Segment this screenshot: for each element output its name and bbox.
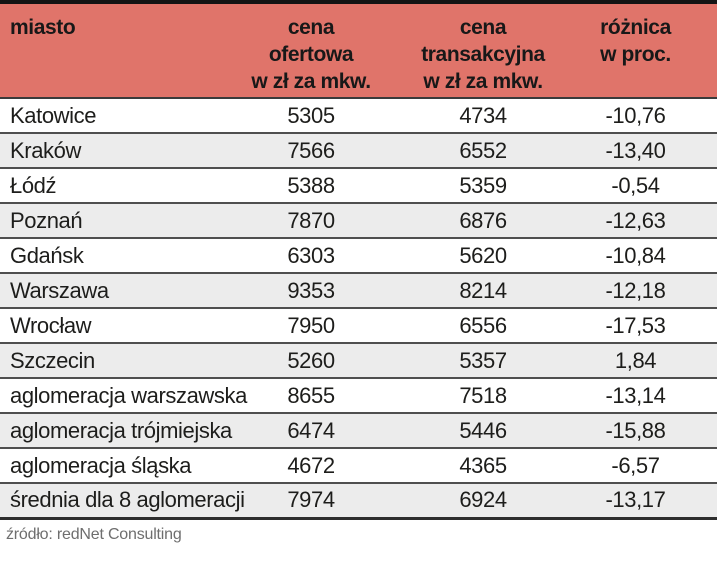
transaction-price-cell: 6552: [390, 133, 576, 169]
col-header-cena-transakcyjna: cena transakcyjna w zł za mkw.: [390, 2, 576, 99]
table-header: miasto cena ofertowa w zł za mkw. cena t…: [0, 2, 717, 99]
offer-price-cell: 7974: [232, 483, 390, 520]
diff-percent-cell: -12,63: [576, 203, 717, 239]
price-table: miasto cena ofertowa w zł za mkw. cena t…: [0, 0, 717, 520]
offer-price-cell: 7870: [232, 203, 390, 239]
offer-price-cell: 7566: [232, 133, 390, 169]
source-caption: źródło: redNet Consulting: [6, 525, 182, 543]
table-body: Katowice 5305 4734 -10,76 Kraków 7566 65…: [0, 98, 717, 520]
transaction-price-cell: 5620: [390, 238, 576, 274]
diff-percent-cell: -6,57: [576, 448, 717, 484]
city-cell: Łódź: [0, 168, 232, 204]
city-cell: Gdańsk: [0, 238, 232, 274]
table-row: aglomeracja warszawska 8655 7518 -13,14: [0, 378, 717, 414]
city-cell: Warszawa: [0, 273, 232, 309]
offer-price-cell: 6474: [232, 413, 390, 449]
diff-percent-cell: -13,40: [576, 133, 717, 169]
transaction-price-cell: 4365: [390, 448, 576, 484]
offer-price-cell: 6303: [232, 238, 390, 274]
transaction-price-cell: 6556: [390, 308, 576, 344]
offer-price-cell: 7950: [232, 308, 390, 344]
transaction-price-cell: 6876: [390, 203, 576, 239]
transaction-price-cell: 8214: [390, 273, 576, 309]
table-row: Poznań 7870 6876 -12,63: [0, 203, 717, 239]
transaction-price-cell: 7518: [390, 378, 576, 414]
offer-price-cell: 9353: [232, 273, 390, 309]
col-header-cena-ofertowa: cena ofertowa w zł za mkw.: [232, 2, 390, 99]
city-cell: Wrocław: [0, 308, 232, 344]
city-cell: Szczecin: [0, 343, 232, 379]
offer-price-cell: 5260: [232, 343, 390, 379]
diff-percent-cell: -10,76: [576, 98, 717, 134]
offer-price-cell: 8655: [232, 378, 390, 414]
city-cell: Kraków: [0, 133, 232, 169]
offer-price-cell: 4672: [232, 448, 390, 484]
table-row: Kraków 7566 6552 -13,40: [0, 133, 717, 169]
diff-percent-cell: -10,84: [576, 238, 717, 274]
offer-price-cell: 5305: [232, 98, 390, 134]
transaction-price-cell: 5446: [390, 413, 576, 449]
diff-percent-cell: -12,18: [576, 273, 717, 309]
city-cell: aglomeracja warszawska: [0, 378, 247, 414]
city-cell: Poznań: [0, 203, 232, 239]
transaction-price-cell: 6924: [390, 483, 576, 520]
col-header-miasto: miasto: [0, 2, 232, 99]
diff-percent-cell: -15,88: [576, 413, 717, 449]
table-row: aglomeracja trójmiejska 6474 5446 -15,88: [0, 413, 717, 449]
table-row: aglomeracja śląska 4672 4365 -6,57: [0, 448, 717, 484]
table-row: Wrocław 7950 6556 -17,53: [0, 308, 717, 344]
table-row: Katowice 5305 4734 -10,76: [0, 98, 717, 134]
transaction-price-cell: 5359: [390, 168, 576, 204]
offer-price-cell: 5388: [232, 168, 390, 204]
table-header-row: miasto cena ofertowa w zł za mkw. cena t…: [0, 2, 717, 99]
transaction-price-cell: 5357: [390, 343, 576, 379]
diff-percent-cell: -0,54: [576, 168, 717, 204]
col-header-roznica: różnica w proc.: [576, 2, 717, 99]
transaction-price-cell: 4734: [390, 98, 576, 134]
city-cell: aglomeracja trójmiejska: [0, 413, 232, 449]
city-cell: średnia dla 8 aglomeracji: [0, 483, 245, 520]
table-row: Warszawa 9353 8214 -12,18: [0, 273, 717, 309]
city-cell: aglomeracja śląska: [0, 448, 232, 484]
diff-percent-cell: 1,84: [576, 343, 717, 379]
table-row: średnia dla 8 aglomeracji 7974 6924 -13,…: [0, 483, 717, 520]
diff-percent-cell: -17,53: [576, 308, 717, 344]
diff-percent-cell: -13,17: [576, 483, 717, 520]
diff-percent-cell: -13,14: [576, 378, 717, 414]
city-cell: Katowice: [0, 98, 232, 134]
table-row: Gdańsk 6303 5620 -10,84: [0, 238, 717, 274]
table-row: Szczecin 5260 5357 1,84: [0, 343, 717, 379]
table-row: Łódź 5388 5359 -0,54: [0, 168, 717, 204]
